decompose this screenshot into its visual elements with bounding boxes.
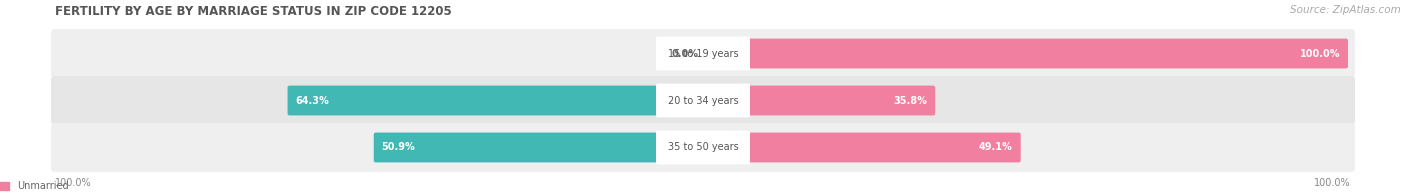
FancyBboxPatch shape [702,86,935,115]
FancyBboxPatch shape [702,132,1021,162]
Text: 20 to 34 years: 20 to 34 years [668,95,738,105]
Text: Source: ZipAtlas.com: Source: ZipAtlas.com [1291,5,1400,15]
FancyBboxPatch shape [374,132,704,162]
Text: 35.8%: 35.8% [893,95,927,105]
FancyBboxPatch shape [51,123,1355,172]
Text: 100.0%: 100.0% [1299,48,1340,58]
FancyBboxPatch shape [657,131,749,164]
Text: 49.1%: 49.1% [979,142,1012,152]
FancyBboxPatch shape [51,76,1355,125]
FancyBboxPatch shape [657,83,749,117]
Text: 64.3%: 64.3% [295,95,329,105]
FancyBboxPatch shape [702,39,1348,68]
Text: 0.0%: 0.0% [672,48,699,58]
FancyBboxPatch shape [51,29,1355,78]
Text: 100.0%: 100.0% [55,179,91,189]
Text: 50.9%: 50.9% [381,142,415,152]
Text: 15 to 19 years: 15 to 19 years [668,48,738,58]
Text: 100.0%: 100.0% [1315,179,1351,189]
FancyBboxPatch shape [288,86,704,115]
Text: FERTILITY BY AGE BY MARRIAGE STATUS IN ZIP CODE 12205: FERTILITY BY AGE BY MARRIAGE STATUS IN Z… [55,5,451,18]
Legend: Married, Unmarried: Married, Unmarried [0,181,69,191]
FancyBboxPatch shape [657,37,749,70]
Text: 35 to 50 years: 35 to 50 years [668,142,738,152]
